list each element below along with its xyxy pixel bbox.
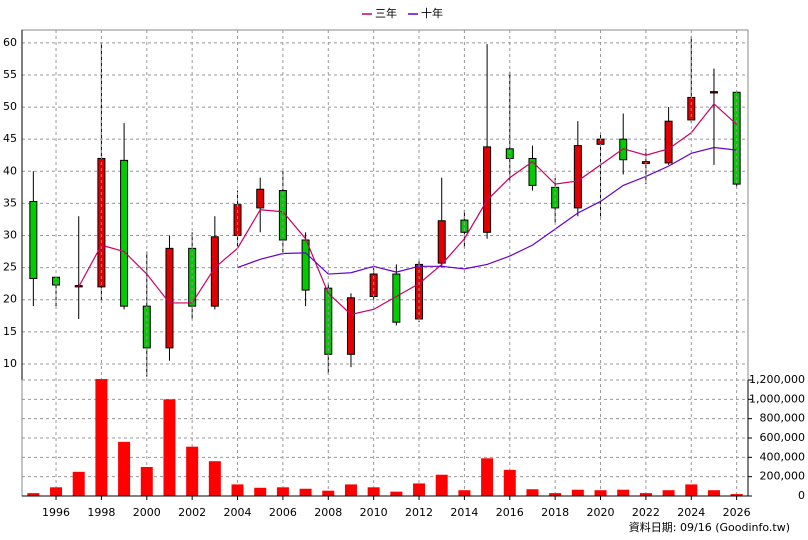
x-tick-label: 2008 xyxy=(314,506,342,519)
bar xyxy=(662,490,675,496)
y-tick-label: 15 xyxy=(3,325,17,338)
source-note: 資料日期: 09/16 (Goodinfo.tw) xyxy=(629,520,790,534)
x-tick-label: 2020 xyxy=(587,506,615,519)
y-tick-label: 35 xyxy=(3,196,17,209)
bar xyxy=(118,441,131,496)
candle-body xyxy=(664,120,673,164)
x-tick-label: 2012 xyxy=(405,506,433,519)
candle-body xyxy=(256,188,265,209)
x-tick-label: 2016 xyxy=(496,506,524,519)
candle-body xyxy=(528,157,537,186)
bar xyxy=(707,490,720,496)
bar xyxy=(322,490,335,496)
candle-body xyxy=(437,220,446,264)
line-series xyxy=(237,146,737,275)
bar xyxy=(254,487,267,496)
x-tick-label: 2018 xyxy=(541,506,569,519)
x-tick-label: 2022 xyxy=(632,506,660,519)
bar xyxy=(617,489,630,496)
bar xyxy=(186,446,199,496)
y-tick-label: 60 xyxy=(3,36,17,49)
y-tick-label: 20 xyxy=(3,293,17,306)
bar xyxy=(481,458,494,496)
bar xyxy=(594,490,607,496)
candle-body xyxy=(165,247,174,349)
y-tick-label: 600,000 xyxy=(760,431,806,444)
bar xyxy=(390,491,403,496)
bar xyxy=(95,379,108,496)
bar xyxy=(526,489,539,496)
candle-body xyxy=(483,146,492,233)
bar xyxy=(503,469,516,496)
bar xyxy=(344,484,357,496)
candle-body xyxy=(29,200,38,280)
bar xyxy=(231,484,244,496)
x-tick-label: 2002 xyxy=(178,506,206,519)
bar xyxy=(50,487,63,496)
bar xyxy=(72,471,85,496)
y-tick-label: 45 xyxy=(3,132,17,145)
y-tick-label: 40 xyxy=(3,164,17,177)
bar xyxy=(730,494,743,496)
candle-body xyxy=(210,236,219,307)
y-tick-label: 0 xyxy=(798,489,805,502)
plot-frame xyxy=(21,29,749,497)
bar xyxy=(435,474,448,496)
x-tick-label: 2000 xyxy=(133,506,161,519)
y-tick-label: 10 xyxy=(3,357,17,370)
legend-label: 十年 xyxy=(421,6,443,20)
x-tick-label: 2014 xyxy=(450,506,478,519)
y-tick-label: 25 xyxy=(3,261,17,274)
x-tick-label: 2006 xyxy=(269,506,297,519)
candle-body xyxy=(460,219,469,233)
candle-body xyxy=(709,91,718,94)
bar xyxy=(163,399,176,496)
x-tick-label: 2024 xyxy=(677,506,705,519)
legend-label: 三年 xyxy=(375,6,397,20)
bar xyxy=(639,493,652,496)
bar xyxy=(571,489,584,496)
bar xyxy=(685,484,698,496)
x-tick-label: 2010 xyxy=(360,506,388,519)
candle-body xyxy=(346,297,355,355)
y-tick-label: 1,200,000 xyxy=(749,373,805,386)
y-tick-label: 55 xyxy=(3,68,17,81)
candle-body xyxy=(120,159,129,307)
bar xyxy=(367,487,380,496)
bar xyxy=(458,490,471,496)
candle-body xyxy=(573,145,582,209)
y-tick-label: 1,000,000 xyxy=(749,392,805,405)
bar xyxy=(208,461,221,496)
x-tick-label: 1996 xyxy=(42,506,70,519)
x-tick-label: 1998 xyxy=(87,506,115,519)
x-tick-label: 2026 xyxy=(723,506,751,519)
y-tick-label: 50 xyxy=(3,100,17,113)
bar xyxy=(413,483,426,496)
y-tick-label: 800,000 xyxy=(760,412,806,425)
y-tick-label: 200,000 xyxy=(760,470,806,483)
line-series xyxy=(78,102,738,316)
y-tick-label: 400,000 xyxy=(760,450,806,463)
bar xyxy=(140,467,153,496)
y-tick-label: 30 xyxy=(3,229,17,242)
candle-body xyxy=(301,239,310,291)
bar xyxy=(276,487,289,496)
x-tick-label: 2004 xyxy=(224,506,252,519)
bar xyxy=(299,488,312,496)
bar xyxy=(27,493,40,496)
bar xyxy=(549,493,562,496)
